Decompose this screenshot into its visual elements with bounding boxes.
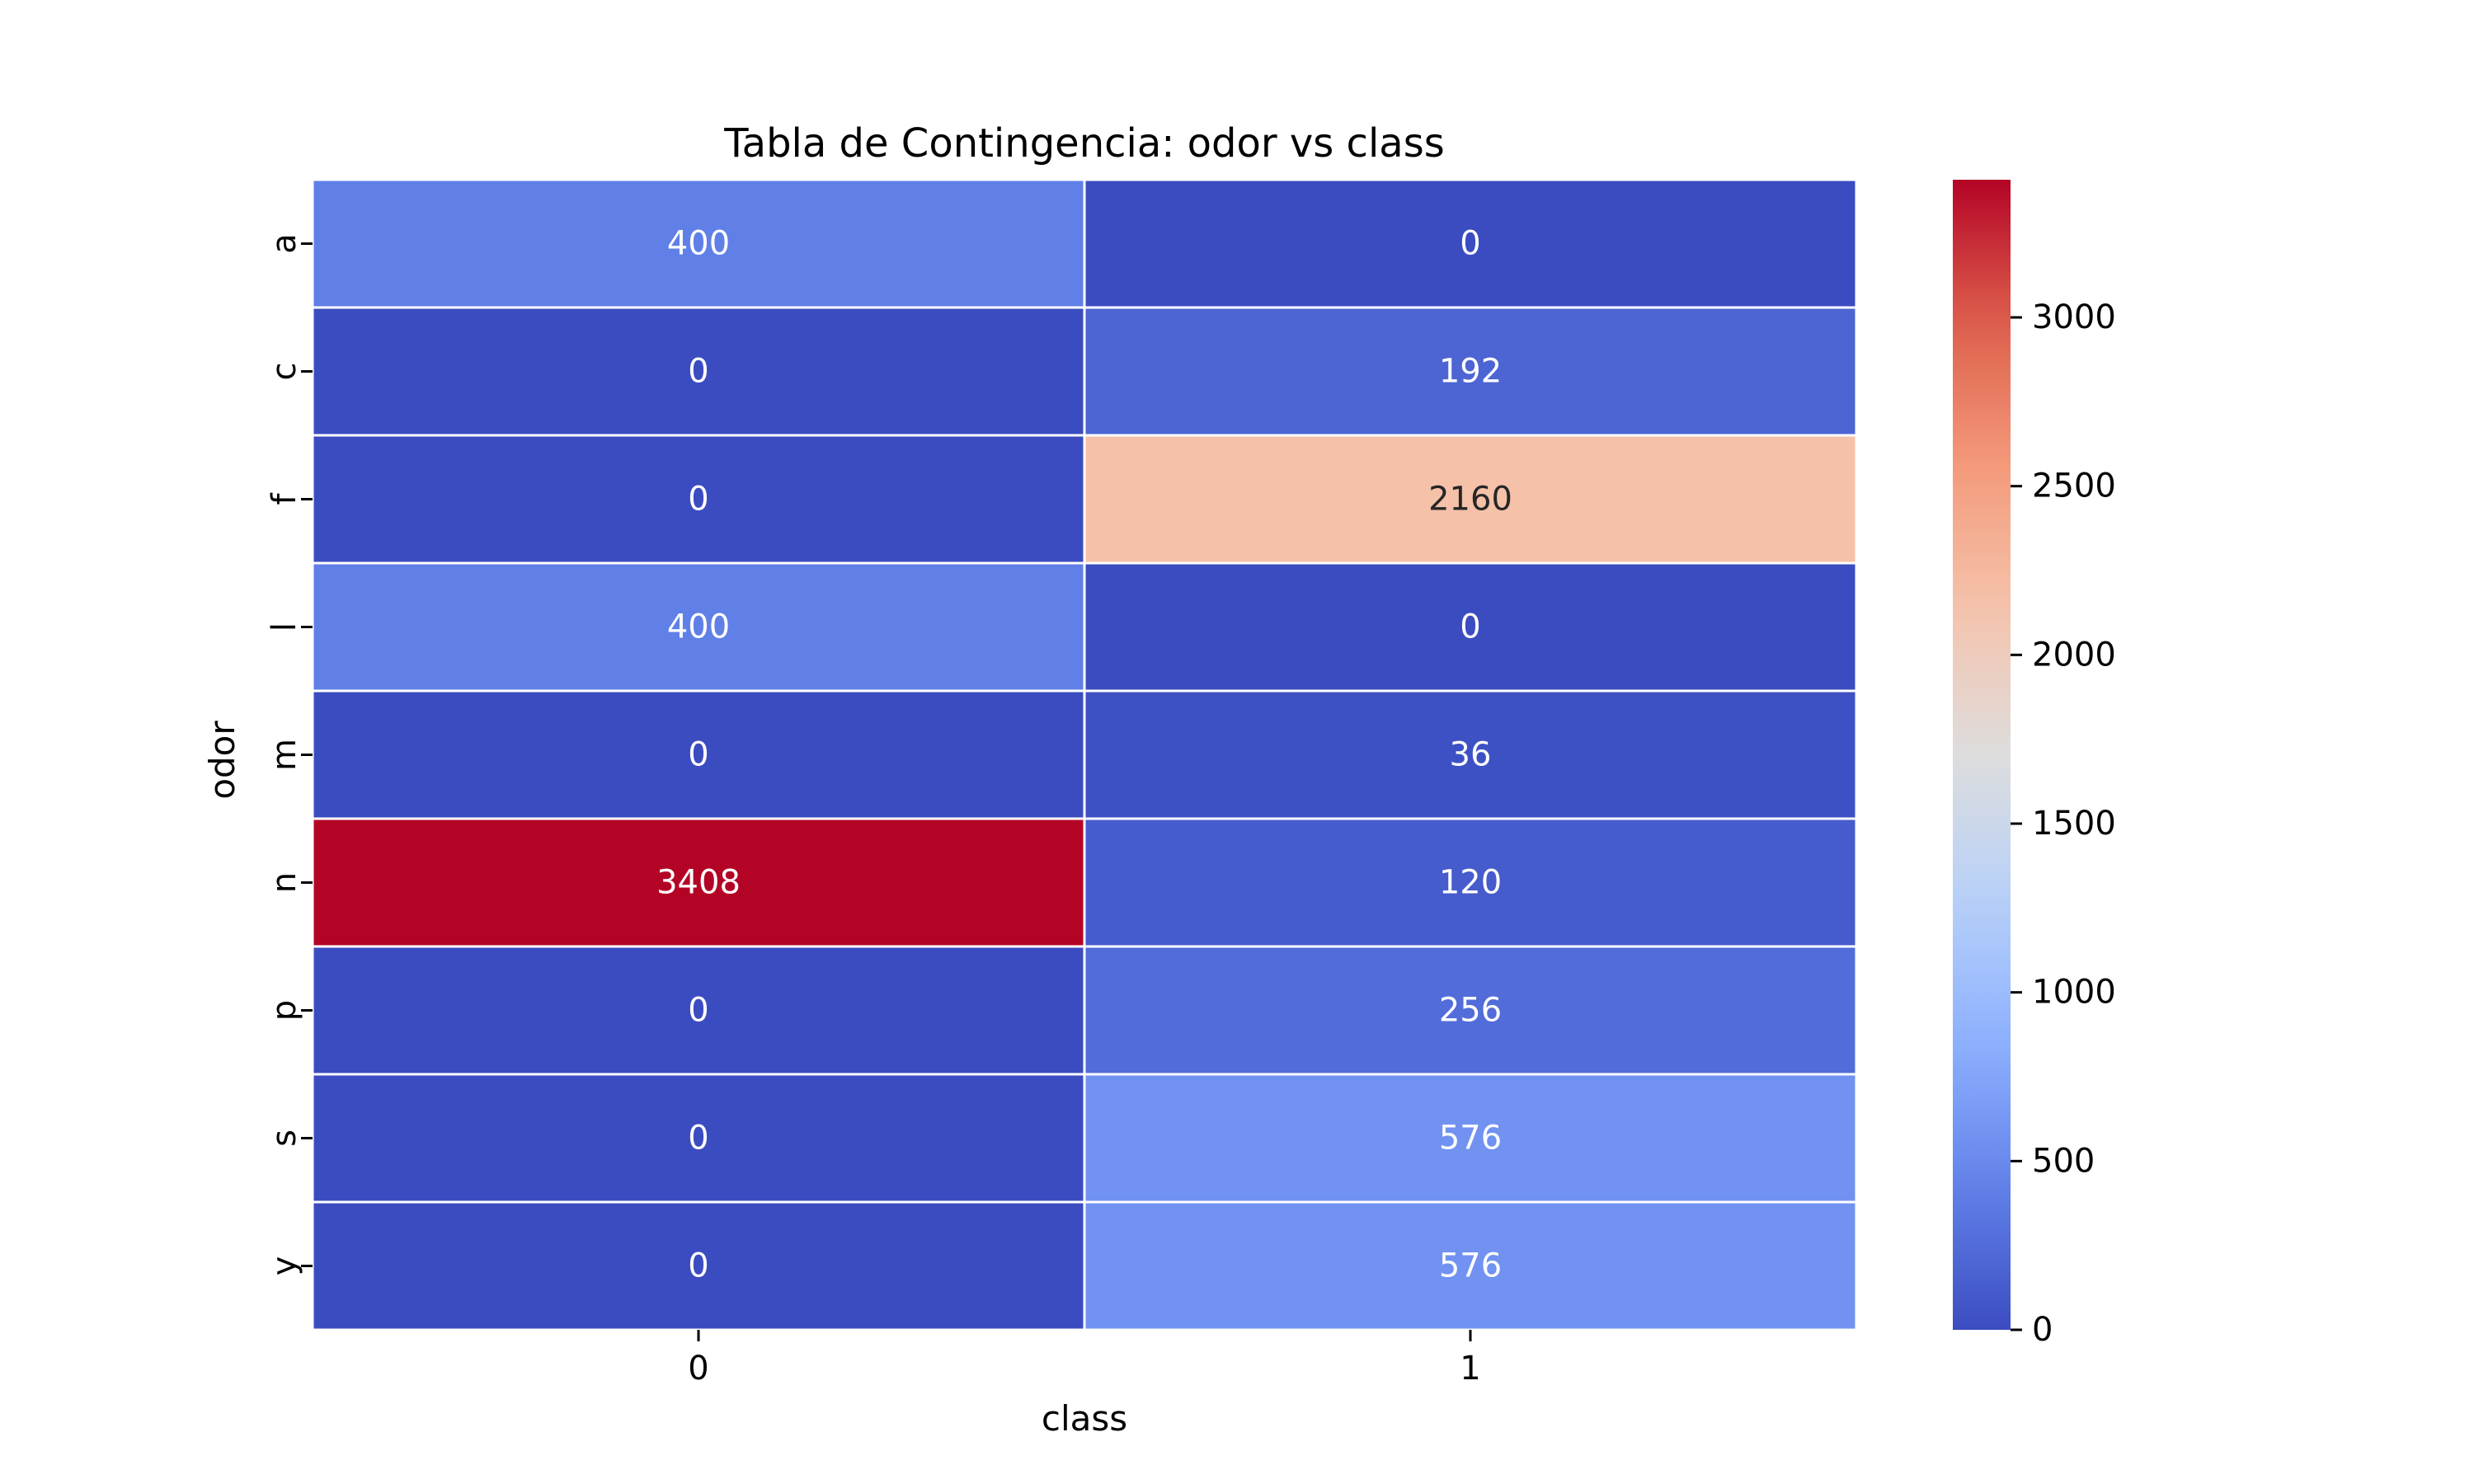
colorbar-tick-label-0: 0 bbox=[2032, 1311, 2053, 1349]
cell-value-label-f-0: 0 bbox=[688, 481, 708, 519]
heatmap-cell-s-1 bbox=[1083, 1073, 1858, 1204]
heatmap-cell-y-1 bbox=[1083, 1200, 1858, 1331]
cell-value-label-f-1: 2160 bbox=[1428, 481, 1512, 519]
heatmap-cell-y-0 bbox=[311, 1200, 1086, 1331]
cell-value-label-l-1: 0 bbox=[1460, 608, 1480, 646]
heatmap-cell-a-1 bbox=[1083, 178, 1858, 309]
y-tick-label-a: a bbox=[266, 233, 303, 254]
colorbar-tick-label-1000: 1000 bbox=[2032, 974, 2116, 1012]
colorbar-tick-label-2000: 2000 bbox=[2032, 636, 2116, 674]
cell-value-label-p-0: 0 bbox=[688, 992, 708, 1030]
heatmap-cell-s-0 bbox=[311, 1073, 1086, 1204]
cell-value-label-s-0: 0 bbox=[688, 1120, 708, 1158]
x-tick-label-1: 1 bbox=[1460, 1350, 1480, 1388]
colorbar-tick-label-2500: 2500 bbox=[2032, 467, 2116, 505]
cell-value-label-m-1: 36 bbox=[1450, 736, 1492, 774]
cell-value-label-p-1: 256 bbox=[1439, 992, 1502, 1030]
heatmap-cell-p-0 bbox=[311, 945, 1086, 1076]
heatmap-cell-c-1 bbox=[1083, 306, 1858, 437]
heatmap-cell-p-1 bbox=[1083, 945, 1858, 1076]
heatmap-cell-c-0 bbox=[311, 306, 1086, 437]
y-tick-label-m: m bbox=[266, 739, 303, 771]
y-tick-label-c: c bbox=[266, 363, 303, 381]
cell-value-label-a-1: 0 bbox=[1460, 225, 1480, 263]
cell-value-label-y-1: 576 bbox=[1439, 1247, 1502, 1285]
heatmap-cell-f-1 bbox=[1083, 434, 1858, 565]
x-axis-label: class bbox=[1042, 1398, 1127, 1439]
cell-value-label-c-1: 192 bbox=[1439, 353, 1502, 391]
colorbar-tick-label-1500: 1500 bbox=[2032, 805, 2116, 843]
x-tick-label-0: 0 bbox=[688, 1350, 708, 1388]
heatmap-cell-f-0 bbox=[311, 434, 1086, 565]
y-tick-label-s: s bbox=[266, 1129, 303, 1147]
cell-value-label-y-0: 0 bbox=[688, 1247, 708, 1285]
y-tick-label-p: p bbox=[266, 1000, 303, 1021]
heatmap-cell-n-1 bbox=[1083, 817, 1858, 948]
cell-value-label-s-1: 576 bbox=[1439, 1120, 1502, 1158]
heatmap-cells: 400 0 0 192 0 2160 400 0 0 36 3408 120 0 256 0 576 0 576 bbox=[311, 178, 1858, 1331]
cell-value-label-l-0: 400 bbox=[667, 608, 730, 646]
y-axis-label: odor bbox=[202, 721, 242, 800]
colorbar bbox=[1953, 180, 2011, 1330]
cell-value-label-m-0: 0 bbox=[688, 736, 708, 774]
colorbar-tick-label-3000: 3000 bbox=[2032, 298, 2116, 336]
cell-value-label-n-0: 3408 bbox=[656, 864, 741, 902]
heatmap-cell-m-1 bbox=[1083, 689, 1858, 820]
heatmap-cell-a-0 bbox=[311, 178, 1086, 309]
cell-value-label-c-0: 0 bbox=[688, 353, 708, 391]
y-axis-ticks: a c f l m n p s y bbox=[266, 233, 313, 1275]
y-tick-label-y: y bbox=[266, 1256, 303, 1276]
y-tick-label-l: l bbox=[266, 622, 303, 632]
chart-title: Tabla de Contingencia: odor vs class bbox=[723, 120, 1444, 167]
colorbar-ticks: 0 500 1000 1500 2000 2500 3000 bbox=[2011, 298, 2116, 1349]
heatmap-cell-l-1 bbox=[1083, 561, 1858, 693]
y-tick-label-n: n bbox=[266, 872, 303, 893]
cell-value-label-n-1: 120 bbox=[1439, 864, 1502, 902]
y-tick-label-f: f bbox=[266, 493, 303, 505]
colorbar-tick-label-500: 500 bbox=[2032, 1142, 2095, 1180]
cell-value-label-a-0: 400 bbox=[667, 225, 730, 263]
